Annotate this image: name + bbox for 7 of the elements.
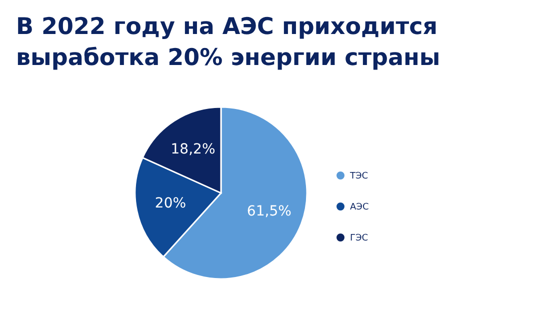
legend-label: ГЭС [350,234,368,244]
legend-label: АЭС [350,202,369,212]
chart-title: В 2022 году на АЭС приходится выработка 20% энергии страны [16,14,440,71]
data-label: 18,2% [170,142,216,158]
legend-label: ТЭС [349,172,368,182]
data-label: 61,5% [246,204,292,220]
data-label: 20% [154,196,186,212]
